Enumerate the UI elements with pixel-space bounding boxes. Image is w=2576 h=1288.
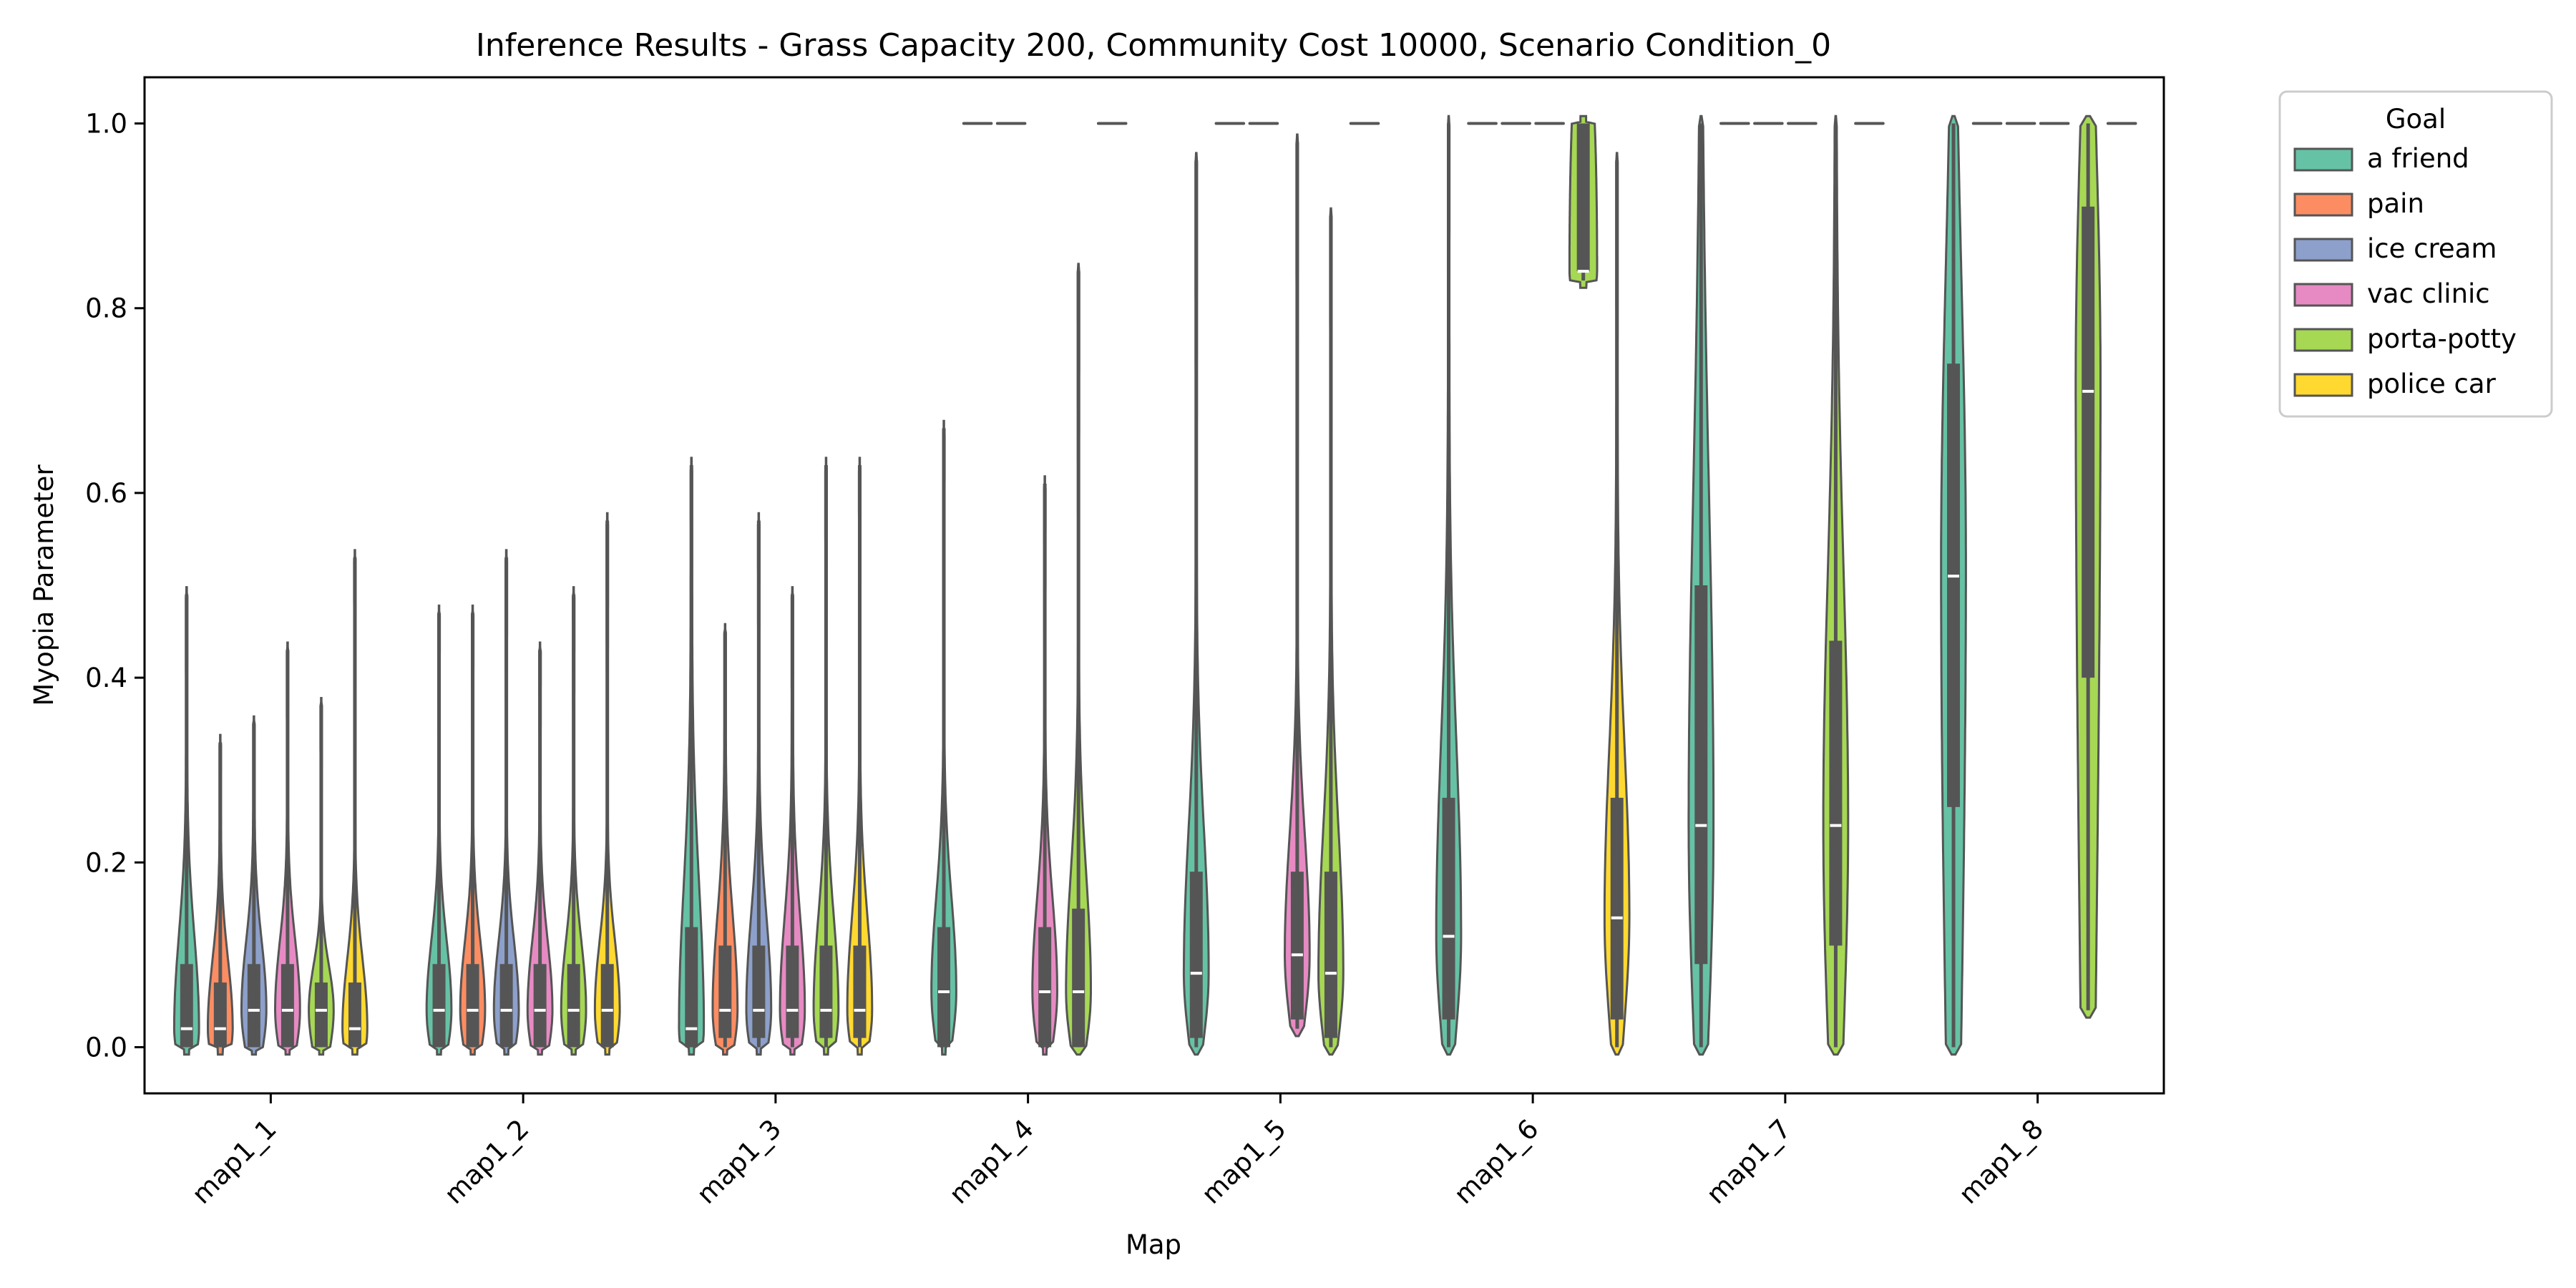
violin xyxy=(459,604,487,1056)
legend-swatch xyxy=(2293,328,2353,352)
legend-label: ice cream xyxy=(2367,233,2497,264)
violin-iqr-box xyxy=(280,964,294,1048)
y-axis-label: Myopia Parameter xyxy=(29,464,59,706)
legend-title: Goal xyxy=(2386,104,2446,135)
violin-iqr-box xyxy=(1290,872,1304,1020)
violin xyxy=(812,457,840,1056)
violin xyxy=(1031,475,1059,1056)
legend-label: a friend xyxy=(2367,143,2469,174)
violin xyxy=(526,641,554,1056)
violin-iqr-box xyxy=(819,945,833,1038)
legend-swatch xyxy=(2293,192,2353,217)
violin-iqr-box xyxy=(685,927,698,1048)
chart-title: Inference Results - Grass Capacity 200, … xyxy=(476,27,1831,64)
x-tick-label: map1_6 xyxy=(1448,1113,1545,1210)
violin-iqr-box xyxy=(853,945,867,1038)
violin-iqr-box xyxy=(180,964,193,1048)
violin xyxy=(207,733,234,1056)
violin xyxy=(1687,114,1715,1056)
violin xyxy=(1568,114,1599,289)
legend-label: pain xyxy=(2367,188,2424,219)
y-axis: 0.0 0.2 0.4 0.6 0.8 1.0 xyxy=(85,109,145,1063)
violin xyxy=(1435,114,1463,1056)
violin-iqr-box xyxy=(1324,872,1337,1038)
violin-iqr-box xyxy=(1576,123,1590,272)
violin-iqr-box xyxy=(937,927,951,1048)
violin-iqr-box xyxy=(247,964,260,1048)
y-tick-label: 0.6 xyxy=(85,478,127,509)
violin-iqr-box xyxy=(314,982,328,1048)
violin xyxy=(1317,207,1345,1056)
violin-iqr-box xyxy=(466,964,479,1048)
x-tick-label: map1_4 xyxy=(943,1113,1040,1210)
violin xyxy=(1182,152,1210,1056)
violin-iqr-box xyxy=(348,982,361,1048)
violin xyxy=(308,697,335,1056)
violin-iqr-box xyxy=(2082,206,2095,678)
violin xyxy=(745,512,773,1056)
violin xyxy=(593,512,621,1056)
legend-label: police car xyxy=(2367,369,2497,399)
violin xyxy=(2074,114,2102,1019)
violin-iqr-box xyxy=(432,964,446,1048)
violin xyxy=(273,641,301,1056)
violin-iqr-box xyxy=(1610,797,1624,1020)
violin xyxy=(1603,152,1631,1056)
violin xyxy=(678,457,706,1056)
violin xyxy=(560,586,587,1056)
violin xyxy=(1283,133,1311,1038)
x-axis: map1_1 map1_2 map1_3 map1_4 map1_5 map1_6 map1… xyxy=(186,1093,2049,1210)
violin-iqr-box xyxy=(600,964,614,1048)
violin-iqr-box xyxy=(533,964,547,1048)
violin xyxy=(425,604,453,1056)
violin-iqr-box xyxy=(1829,640,1843,946)
y-tick-label: 0.2 xyxy=(85,847,127,878)
violin xyxy=(930,419,957,1056)
legend: Goal a friend pain ice cream vac clinic port… xyxy=(2278,90,2553,418)
violin-iqr-box xyxy=(1947,364,1961,807)
violin-iqr-box xyxy=(1189,872,1203,1038)
violin-iqr-box xyxy=(499,964,513,1048)
x-tick-label: map1_5 xyxy=(1196,1113,1292,1210)
violin-iqr-box xyxy=(1038,927,1052,1048)
x-axis-label: Map xyxy=(1126,1229,1181,1260)
legend-swatch xyxy=(2293,147,2353,172)
violin-iqr-box xyxy=(786,945,799,1038)
violin-iqr-box xyxy=(567,964,580,1048)
violin-marks xyxy=(172,114,2137,1056)
violin xyxy=(1065,263,1092,1056)
violin-iqr-box xyxy=(718,945,732,1038)
violin xyxy=(341,549,369,1056)
legend-swatch xyxy=(2293,373,2353,397)
violin-iqr-box xyxy=(1442,797,1455,1020)
violin xyxy=(492,549,520,1056)
x-tick-label: map1_7 xyxy=(1700,1113,1797,1210)
y-tick-label: 0.0 xyxy=(85,1032,127,1063)
violin xyxy=(711,623,739,1056)
x-tick-label: map1_1 xyxy=(186,1113,283,1210)
y-tick-label: 0.4 xyxy=(85,663,127,693)
y-tick-label: 0.8 xyxy=(85,293,127,324)
x-tick-label: map1_3 xyxy=(691,1113,787,1210)
legend-label: vac clinic xyxy=(2367,278,2490,309)
violin-iqr-box xyxy=(1694,585,1708,965)
violin xyxy=(1940,114,1967,1056)
legend-items: a friend pain ice cream vac clinic porta-pot… xyxy=(2293,143,2517,399)
violin xyxy=(846,457,874,1056)
legend-label: porta-potty xyxy=(2367,323,2517,354)
y-tick-label: 1.0 xyxy=(85,109,127,140)
x-tick-label: map1_8 xyxy=(1953,1113,2049,1210)
violin-iqr-box xyxy=(213,982,227,1048)
violin xyxy=(240,715,268,1056)
violin xyxy=(779,586,806,1056)
legend-swatch xyxy=(2293,283,2353,307)
legend-swatch xyxy=(2293,238,2353,262)
violin-iqr-box xyxy=(752,945,766,1038)
violin xyxy=(1822,114,1850,1056)
violin xyxy=(172,586,200,1056)
x-tick-label: map1_2 xyxy=(439,1113,535,1210)
violin-iqr-box xyxy=(1072,908,1085,1048)
